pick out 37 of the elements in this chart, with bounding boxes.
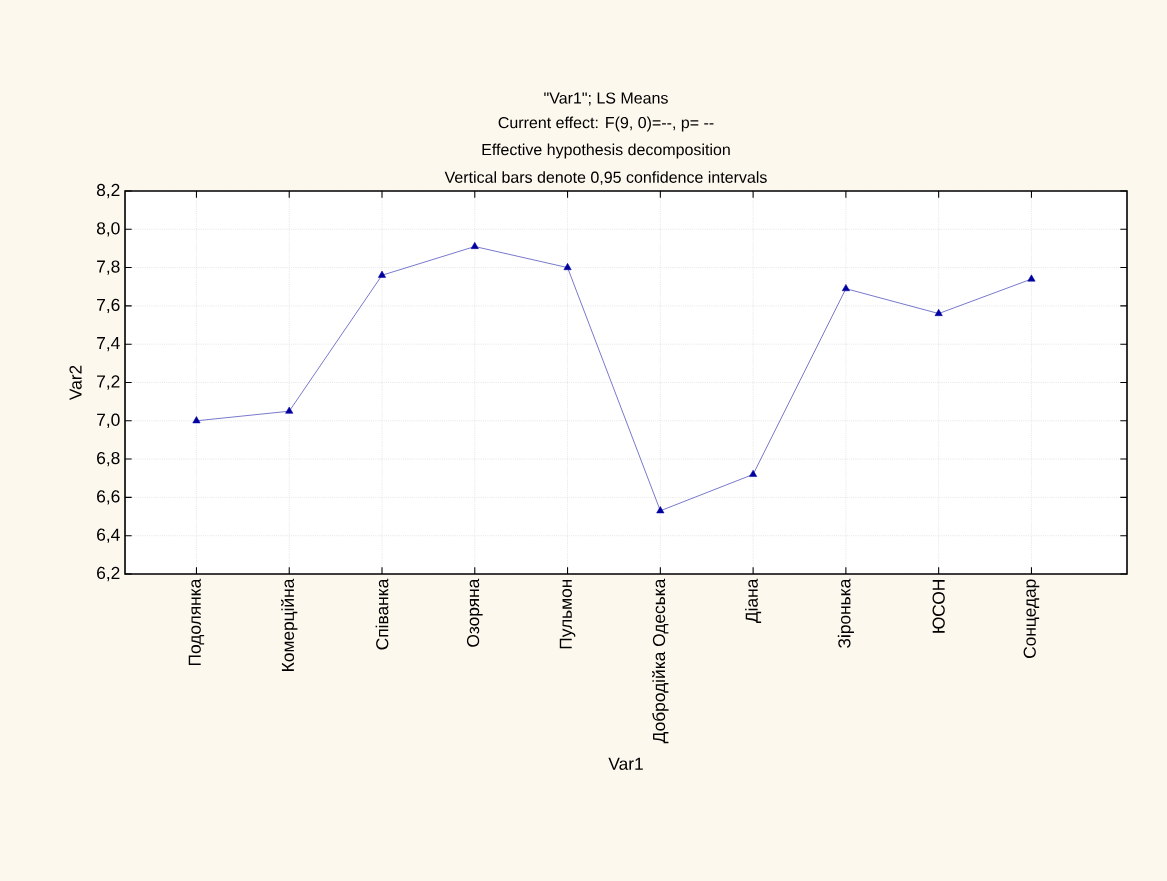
x-tick-label: Співанка bbox=[375, 578, 389, 650]
x-tick-label: ЮСОН bbox=[932, 580, 945, 633]
y-tick-label: 7,8 bbox=[97, 260, 120, 275]
y-tick-label: 7,4 bbox=[97, 337, 120, 352]
y-axis-title: Var2 bbox=[69, 365, 82, 401]
point bbox=[656, 506, 665, 514]
y-tick-label: 6,2 bbox=[97, 566, 120, 582]
y-tick-label: 6,4 bbox=[97, 528, 120, 543]
y-tick-label: 7,6 bbox=[97, 298, 120, 314]
point bbox=[285, 406, 294, 414]
y-tick-label: 8,0 bbox=[96, 222, 120, 237]
x-tick-label: Комерційна bbox=[281, 578, 298, 671]
chart-subtitle: Current effect: F(9, 0)=--, p= -- bbox=[498, 116, 714, 132]
point bbox=[378, 270, 386, 278]
x-tick-label: Пульмон bbox=[559, 579, 576, 649]
x-tick-label: Озоряна bbox=[466, 578, 483, 647]
x-tick-label: Добродійка Одеська bbox=[652, 578, 669, 744]
x-axis-title: Var1 bbox=[608, 757, 643, 770]
y-tick-label: 6,8 bbox=[97, 451, 120, 467]
y-tick-label: 7,2 bbox=[97, 375, 120, 390]
x-tick-label: Діана bbox=[745, 578, 762, 624]
x-tick-label: Сонцедар bbox=[1023, 579, 1040, 658]
point bbox=[563, 263, 572, 270]
point bbox=[934, 309, 943, 316]
x-tick-label: Зіронька bbox=[837, 578, 854, 648]
point bbox=[1027, 274, 1036, 282]
y-tick-label: 7,0 bbox=[97, 413, 120, 428]
chart-title: "Var1"; LS Means bbox=[544, 92, 668, 106]
x-tick-label: Подолянка bbox=[188, 578, 205, 666]
point bbox=[192, 416, 201, 424]
y-tick-label: 8,2 bbox=[96, 183, 120, 199]
point bbox=[841, 284, 850, 292]
point bbox=[470, 241, 479, 249]
text: Effective hypothesis decomposition bbox=[482, 143, 730, 159]
text: Vertical bars denote 0,95 confidence intervals bbox=[444, 171, 767, 185]
y-tick-label: 6,6 bbox=[97, 490, 120, 505]
point bbox=[749, 469, 758, 477]
